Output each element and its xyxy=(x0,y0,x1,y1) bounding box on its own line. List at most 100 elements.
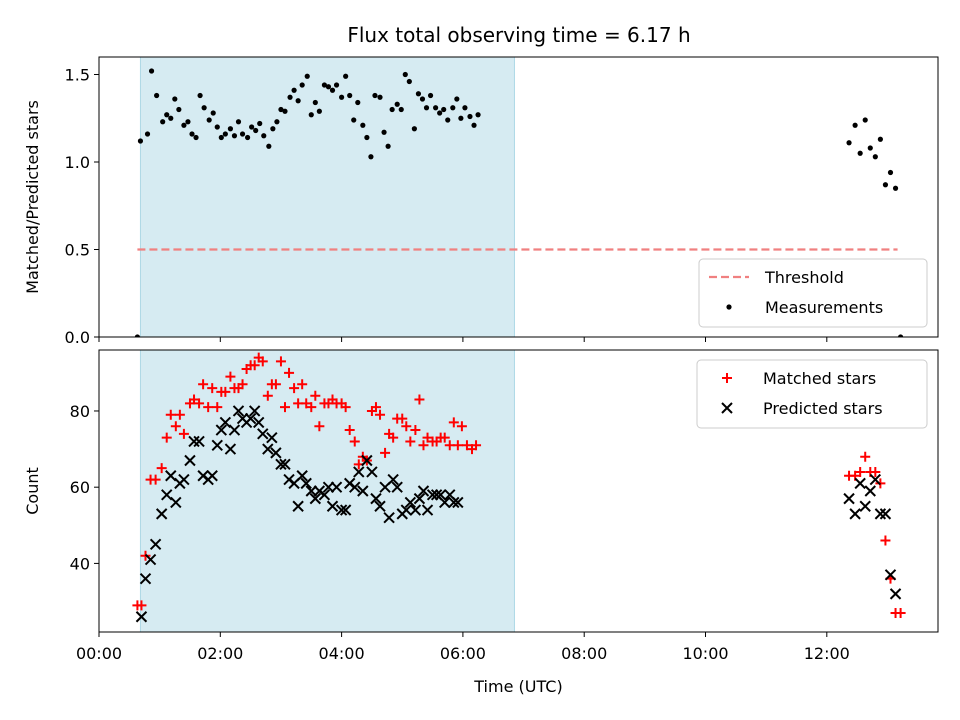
measurement-point xyxy=(176,106,182,113)
predicted-star-point xyxy=(257,428,269,440)
predicted-star-point xyxy=(357,485,369,497)
measurement-point xyxy=(185,119,191,125)
matched-star-point xyxy=(461,440,472,451)
matched-star-point xyxy=(895,607,906,618)
measurement-point xyxy=(450,105,456,111)
measurement-point xyxy=(312,99,318,106)
measurement-point xyxy=(222,131,228,137)
predicted-star-point xyxy=(248,405,261,417)
predicted-star-point xyxy=(335,504,348,516)
legend-matched-swatch xyxy=(722,373,732,383)
measurement-point xyxy=(231,133,238,139)
measurement-point xyxy=(181,122,187,128)
legend-label: Threshold xyxy=(764,268,844,287)
matched-star-point xyxy=(156,463,167,474)
predicted-star-point xyxy=(219,416,232,429)
matched-star-point xyxy=(161,432,172,443)
predicted-star-point xyxy=(305,485,317,497)
predicted-star-point xyxy=(318,489,331,501)
predicted-star-point xyxy=(215,424,228,436)
predicted-star-point xyxy=(864,485,876,497)
measurement-point xyxy=(445,117,451,123)
measurement-point xyxy=(164,112,170,118)
measurement-point xyxy=(852,122,858,128)
predicted-star-point xyxy=(366,466,378,478)
observing-interval-shade xyxy=(139,56,515,338)
measurement-point xyxy=(377,94,383,100)
measurement-point xyxy=(389,106,395,113)
predicted-star-point xyxy=(387,473,399,486)
predicted-star-point xyxy=(404,496,417,509)
predicted-star-point xyxy=(262,443,274,455)
matched-star-point xyxy=(405,436,416,447)
measurement-point xyxy=(249,124,255,130)
measurement-point xyxy=(227,126,234,132)
plot-area xyxy=(132,352,906,623)
legend: Threshold Measurements xyxy=(698,258,928,328)
measurement-point xyxy=(257,120,263,127)
plot-area xyxy=(134,68,904,337)
y-tick-label: 60 xyxy=(70,478,90,497)
measurement-point xyxy=(857,150,863,156)
matched-star-point xyxy=(220,386,231,397)
predicted-star-point xyxy=(353,466,365,478)
measurement-point xyxy=(261,133,267,139)
predicted-star-point xyxy=(135,611,148,623)
matched-star-point xyxy=(370,402,381,413)
measurement-point xyxy=(321,82,328,88)
measurement-point xyxy=(872,154,878,160)
predicted-star-point xyxy=(391,481,403,493)
predicted-star-point xyxy=(149,538,162,551)
y-tick-label: 0.0 xyxy=(65,328,90,347)
measurement-point xyxy=(197,92,203,99)
measurement-point xyxy=(239,131,246,137)
y-axis-label: Matched/Predicted stars xyxy=(23,100,42,294)
measurement-point xyxy=(189,131,195,137)
measurement-point xyxy=(877,136,883,142)
measurement-point xyxy=(846,140,852,146)
y-axis-label: Count xyxy=(23,467,42,515)
measurement-point xyxy=(282,108,288,114)
measurement-point xyxy=(304,73,310,79)
predicted-star-point xyxy=(439,496,451,509)
series-measurements xyxy=(134,68,904,337)
chart-title: Flux total observing time = 6.17 h xyxy=(347,23,690,47)
measurement-point xyxy=(402,71,408,78)
measurement-point xyxy=(437,110,443,116)
predicted-star-point xyxy=(843,492,855,505)
predicted-star-point xyxy=(244,412,257,425)
predicted-star-point xyxy=(452,496,464,509)
y-tick-label: 1.5 xyxy=(65,66,90,85)
measurement-point xyxy=(148,68,155,74)
measurement-point xyxy=(423,105,430,111)
matched-star-point xyxy=(410,425,421,436)
predicted-star-point xyxy=(296,470,308,482)
x-tick-label: 12:00 xyxy=(804,644,850,663)
measurement-point xyxy=(316,108,322,114)
matched-star-point xyxy=(165,409,176,420)
matched-star-point xyxy=(314,421,325,432)
predicted-star-point xyxy=(224,443,237,455)
measurement-point xyxy=(172,96,178,102)
measurement-point xyxy=(360,122,366,128)
legend-box xyxy=(696,359,928,429)
bottom-panel: 40 60 80 00:00 02:00 04:00 06:00 08:00 10:00 12:0… xyxy=(23,349,939,696)
matched-star-point xyxy=(388,432,399,443)
predicted-star-point xyxy=(370,492,382,505)
x-axis-label: Time (UTC) xyxy=(473,677,562,696)
predicted-star-point xyxy=(339,504,352,516)
legend-label: Matched stars xyxy=(763,369,876,388)
measurement-point xyxy=(266,143,272,149)
measurement-point xyxy=(462,105,468,111)
matched-star-point xyxy=(448,417,459,428)
matched-star-point xyxy=(380,447,391,458)
matched-star-point xyxy=(422,432,433,443)
matched-star-point xyxy=(375,409,386,420)
x-tick-label: 08:00 xyxy=(561,644,607,663)
matched-star-point xyxy=(301,398,312,409)
predicted-star-point xyxy=(275,458,287,471)
predicted-star-point xyxy=(206,470,218,482)
measurement-point xyxy=(295,98,301,104)
measurement-point xyxy=(347,92,353,99)
measurement-point xyxy=(160,119,166,125)
